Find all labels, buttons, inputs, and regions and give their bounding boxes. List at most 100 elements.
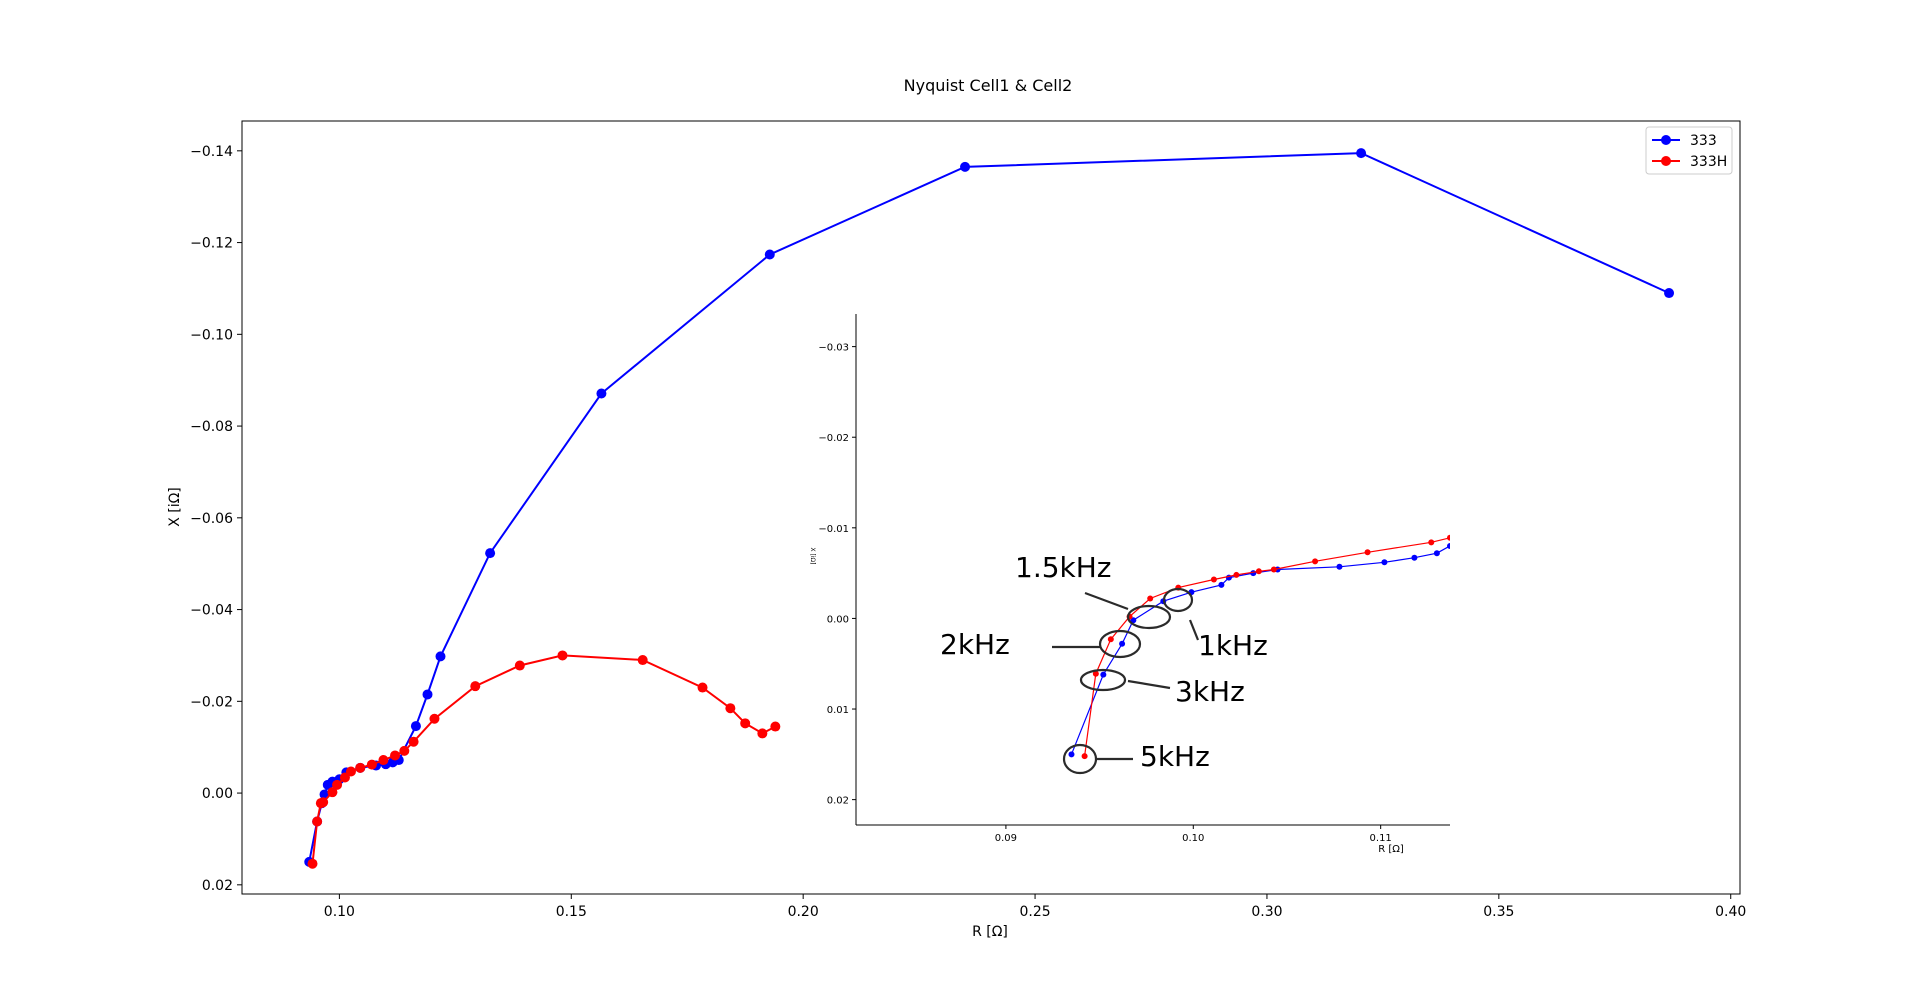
main-x-axis: 0.10 0.15 0.20 0.25 0.30 0.35 0.40: [324, 894, 1746, 920]
data-point-333h: [697, 682, 708, 693]
data-point-333h: [557, 650, 568, 661]
data-point-333: [764, 249, 775, 260]
data-point-333h: [307, 858, 318, 869]
data-point-333h: [408, 736, 419, 747]
annotation-circle-1khz: [1162, 587, 1194, 613]
main-y-axis-label: X [iΩ]: [167, 487, 183, 527]
data-point-333h: [327, 787, 338, 798]
inset-data-point-333: [1433, 550, 1440, 557]
inset-y-tick-label: −0.01: [818, 524, 849, 535]
main-x-tick-label: 0.40: [1715, 904, 1746, 920]
data-point-333: [960, 161, 971, 172]
inset-data-point-333h: [1210, 576, 1217, 583]
inset-y-tick-label: 0.01: [827, 705, 849, 716]
main-y-tick-label: 0.02: [202, 878, 233, 894]
data-point-333h: [390, 750, 401, 761]
inset-data-point-333: [1119, 640, 1126, 647]
data-point-333h: [345, 766, 356, 777]
inset-data-point-333h: [1270, 566, 1277, 573]
inset-y-tick-label: 0.00: [827, 614, 849, 625]
data-point-333h: [399, 745, 410, 756]
legend: 333 333H: [1645, 126, 1733, 175]
inset-y-axis: 0.02 0.01 0.00 −0.01 −0.02 −0.03: [818, 343, 856, 807]
inset-data-point-333: [1336, 563, 1343, 570]
annotation-label-2khz: 2kHz: [940, 628, 1010, 661]
main-y-tick-label: −0.12: [190, 236, 233, 252]
inset-series-group: [1068, 534, 1450, 760]
inset-data-point-333h: [1092, 670, 1099, 677]
inset-series-line-333h: [1084, 537, 1450, 757]
main-y-tick-label: −0.14: [190, 144, 233, 160]
inset-x-axis-label: R [Ω]: [1378, 844, 1404, 855]
main-x-tick-label: 0.30: [1251, 904, 1282, 920]
data-point-333: [435, 651, 446, 662]
inset-y-axis-label: X [iΩ]: [809, 548, 816, 565]
main-series-group: [304, 148, 1675, 869]
main-y-tick-label: −0.08: [190, 419, 233, 435]
main-x-tick-label: 0.20: [788, 904, 819, 920]
main-x-tick-label: 0.15: [556, 904, 587, 920]
annotation-label-5khz: 5kHz: [1140, 740, 1210, 773]
data-point-333h: [429, 713, 440, 724]
annotation-leader-3khz: [1127, 679, 1171, 690]
inset-data-point-333h: [1255, 568, 1262, 575]
data-point-333h: [318, 797, 329, 808]
main-y-tick-label: −0.06: [190, 511, 233, 527]
inset-background: [856, 314, 1450, 825]
inset-data-point-333h: [1147, 595, 1154, 602]
inset-data-point-333: [1411, 554, 1418, 561]
data-point-333: [485, 548, 496, 559]
data-point-333h: [332, 779, 343, 790]
annotation-circle-1-5khz: [1126, 604, 1172, 630]
inset-data-point-333h: [1233, 571, 1240, 578]
data-point-333: [1356, 148, 1367, 159]
inset-data-point-333h: [1312, 558, 1319, 565]
inset-data-point-333h: [1107, 636, 1114, 643]
inset-x-tick-label: 0.09: [995, 833, 1017, 844]
inset-x-tick-label: 0.10: [1182, 833, 1204, 844]
main-y-axis: 0.02 0.00 −0.02 −0.04 −0.06 −0.08 −0.10 −0.12 −0…: [190, 144, 242, 894]
data-point-333h: [470, 681, 481, 692]
annotation-label-1khz: 1kHz: [1198, 629, 1268, 662]
data-point-333: [410, 721, 421, 732]
legend-marker-333h: [1661, 156, 1671, 166]
annotation-label-1-5khz: 1.5kHz: [1015, 551, 1112, 584]
annotation-leader-1-5khz: [1084, 591, 1129, 611]
legend-marker-333: [1661, 135, 1671, 145]
data-point-333h: [770, 721, 781, 732]
inset-data-point-333: [1068, 751, 1075, 758]
annotation-circle-3khz: [1079, 668, 1127, 692]
inset-x-tick-label: 0.11: [1370, 833, 1392, 844]
main-y-tick-label: −0.02: [190, 694, 233, 710]
data-point-333h: [378, 755, 389, 766]
main-x-axis-label: R [Ω]: [972, 924, 1008, 940]
inset-data-point-333h: [1081, 753, 1088, 760]
annotation-circle-2khz: [1098, 629, 1142, 659]
main-x-tick-label: 0.25: [1019, 904, 1050, 920]
annotation-label-3khz: 3kHz: [1175, 675, 1245, 708]
inset-data-point-333h: [1364, 549, 1371, 556]
inset-data-point-333: [1218, 581, 1225, 588]
data-point-333h: [366, 759, 377, 770]
data-point-333h: [637, 655, 648, 666]
inset-data-point-333: [1100, 671, 1107, 678]
legend-label-333: 333: [1690, 133, 1717, 149]
chart-title: Nyquist Cell1 & Cell2: [904, 76, 1073, 95]
main-y-tick-label: −0.10: [190, 327, 233, 343]
inset-x-axis: 0.09 0.10 0.11: [995, 825, 1392, 844]
inset-data-point-333h: [1447, 534, 1450, 541]
main-y-tick-label: 0.00: [202, 786, 233, 802]
inset-data-point-333: [1381, 559, 1388, 566]
inset-data-point-333: [1130, 617, 1137, 624]
inset-plot-area: 0.09 0.10 0.11 0.02 0.01 0.00 −0.01 −0.02 −0.03…: [809, 314, 1450, 855]
data-point-333h: [757, 728, 768, 739]
data-point-333h: [312, 816, 323, 827]
main-y-tick-label: −0.04: [190, 603, 233, 619]
inset-y-tick-label: 0.02: [827, 796, 849, 807]
data-point-333h: [740, 718, 751, 729]
data-point-333: [1664, 288, 1675, 299]
main-x-tick-label: 0.10: [324, 904, 355, 920]
data-point-333h: [514, 660, 525, 671]
data-point-333h: [355, 762, 366, 773]
main-x-tick-label: 0.35: [1483, 904, 1514, 920]
